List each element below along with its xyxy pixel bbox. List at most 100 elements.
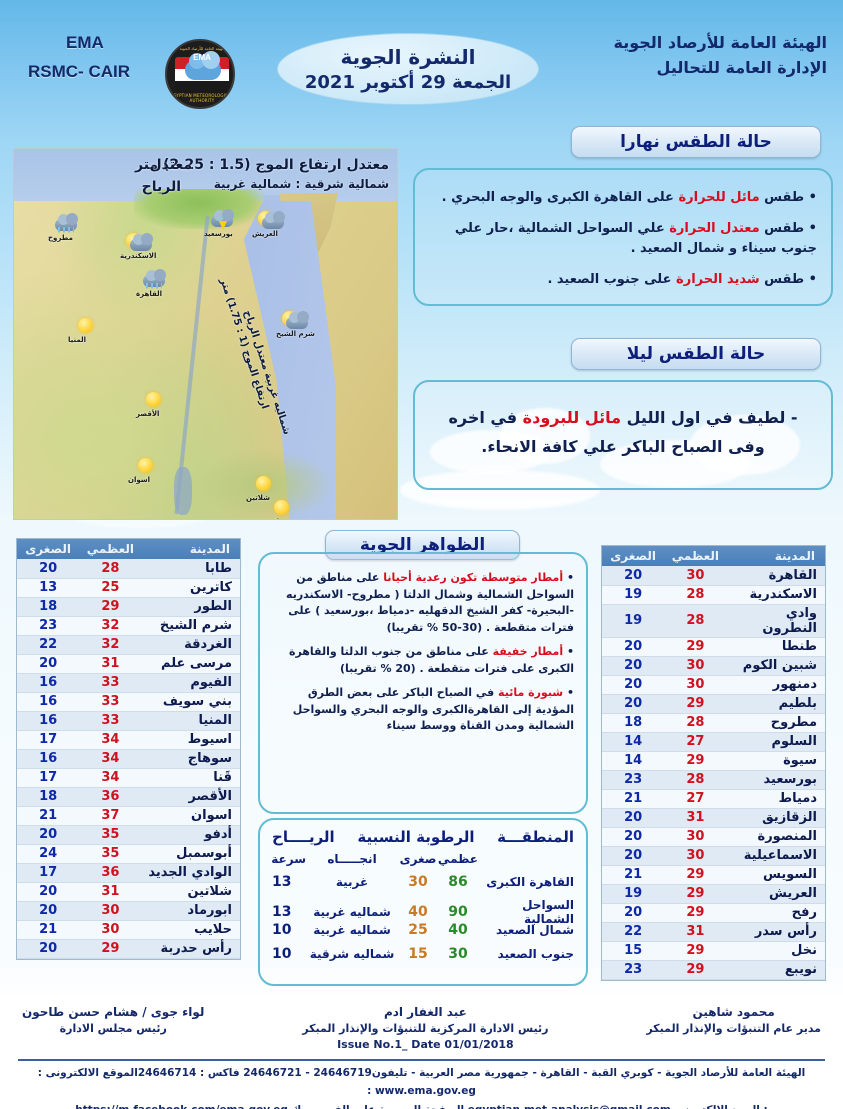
humidity-head-cell: الرطوبة النسبية [357, 828, 475, 846]
cell-city: وادي النطرون [726, 604, 825, 638]
cell-city: سوهاج [141, 749, 240, 769]
cell-city: كاترين [141, 578, 240, 598]
weather-icon-thunder [210, 209, 234, 230]
cell-max-temp: 30 [79, 920, 142, 940]
night-forecast-text: في اخره [448, 408, 523, 427]
org-line-1: الهيئة العامة للأرصاد الجوية [613, 33, 827, 52]
cell-min-temp: 20 [602, 566, 665, 586]
logo-ring-bottom-text: EGYPTIAN METEOROLOGICAL AUTHORITY [170, 93, 234, 103]
table-row: العريش 29 19 [602, 884, 825, 904]
humidity-cell-region: القاهرة الكبرى [486, 875, 574, 889]
cell-city: بلطيم [726, 694, 825, 714]
table-row: شبين الكوم 30 20 [602, 656, 825, 676]
cell-city: طنطا [726, 637, 825, 657]
cell-max-temp: 29 [664, 960, 727, 980]
signature-center: عبد الغفار ادم رئيس الادارة المركزية للت… [302, 1005, 548, 1059]
cell-max-temp: 30 [664, 566, 727, 586]
cell-city: القاهرة [726, 566, 825, 586]
table-row: السويس 29 21 [602, 865, 825, 885]
cell-max-temp: 30 [79, 901, 142, 921]
map-city-label: شرم الشيخ [276, 330, 315, 338]
column-header-max: العظمي [664, 546, 727, 566]
phenomenon-item: • أمطار متوسطة تكون رعدية أحيانا على منا… [272, 570, 574, 636]
nile-delta [134, 189, 264, 229]
weather-icon-sun [142, 391, 166, 409]
cell-min-temp: 23 [602, 770, 665, 790]
cell-max-temp: 28 [664, 585, 727, 605]
sun-icon [256, 476, 271, 491]
column-header-city: المدينة [141, 539, 240, 559]
lake-nasser [174, 467, 192, 515]
table-row: الفيوم 33 16 [17, 673, 240, 693]
cloud-icon [286, 311, 309, 329]
temperature-table-left: المدينة العظمي الصغرى طابا 28 20 كاترين 25 13… [16, 538, 241, 960]
cell-min-temp: 20 [602, 675, 665, 695]
cell-max-temp: 25 [79, 578, 142, 598]
humidity-cell-max: 86 [448, 874, 468, 890]
day-forecast-text: • طقس [759, 221, 817, 237]
cell-min-temp: 21 [602, 789, 665, 809]
humidity-wind-box: المنطقـــة الرطوبة النسبية الريــــاح عظمي… [258, 818, 588, 986]
cell-min-temp: 20 [602, 846, 665, 866]
day-forecast-text: على القاهرة الكبرى والوجه البحري . [441, 190, 679, 205]
table-row: دمنهور 30 20 [602, 675, 825, 695]
table-row: بورسعيد 28 23 [602, 770, 825, 790]
day-forecast-text: علي السواحل الشمالية ،حار علي جنوب سيناء… [454, 221, 817, 257]
cell-max-temp: 34 [79, 768, 142, 788]
table-row: دمياط 27 21 [602, 789, 825, 809]
contact-line-2: : البريد الالكترونى egyptian.met.analysi… [0, 1101, 843, 1109]
cell-max-temp: 31 [664, 808, 727, 828]
cell-max-temp: 29 [664, 884, 727, 904]
humidity-cell-min: 40 [408, 904, 428, 920]
wind-label: معتدل [149, 157, 192, 173]
weather-icon-sun-cloud [126, 233, 153, 251]
contact-line-1: الهيئة العامة للأرصاد الجوية - كوبري الق… [37, 1067, 806, 1098]
table-row: سوهاج 34 16 [17, 749, 240, 769]
wave-height-label: معتدل ارتفاع الموج (1.5 : 2.25) متر [135, 157, 389, 173]
cell-min-temp: 20 [602, 808, 665, 828]
cell-max-temp: 34 [79, 730, 142, 750]
cell-min-temp: 20 [17, 825, 80, 845]
table-row: الزقازيق 31 20 [602, 808, 825, 828]
cell-max-temp: 36 [79, 863, 142, 883]
table-row: الوادي الجديد 36 17 [17, 863, 240, 883]
day-weather-box: • طقس مائل للحرارة على القاهرة الكبرى وا… [413, 168, 833, 306]
column-header-city: المدينة [726, 546, 825, 566]
table-row: طابا 28 20 [17, 559, 240, 579]
cell-city: دمنهور [726, 675, 825, 695]
cell-city: الأقصر [141, 787, 240, 807]
cell-min-temp: 18 [17, 597, 80, 617]
map-city-label: شلاتين [246, 494, 270, 502]
table-row: اسيوط 34 17 [17, 730, 240, 750]
day-forecast-highlight: شديد الحرارة [676, 272, 760, 288]
cloud-decoration [500, 408, 590, 464]
cell-max-temp: 33 [79, 711, 142, 731]
cell-max-temp: 27 [664, 732, 727, 752]
humidity-cell-region: السواحل الشمالية [522, 898, 574, 926]
ema-logo: الهيئة العامة للأرصاد الجوية EMA EGYPTIA… [148, 22, 252, 126]
sun-icon [78, 318, 93, 333]
table-row: الاسماعيلية 30 20 [602, 846, 825, 866]
phenomena-list: • أمطار متوسطة تكون رعدية أحيانا على منا… [272, 570, 574, 743]
weather-icon-sun [74, 317, 98, 335]
table-row: السلوم 27 14 [602, 732, 825, 752]
cell-min-temp: 22 [17, 635, 80, 655]
humidity-cell-min: 15 [408, 946, 428, 962]
phenomenon-item: • أمطار خفيفة على مناطق من جنوب الدلتا و… [272, 644, 574, 677]
ema-acronym: EMA [66, 33, 104, 52]
night-forecast-highlight: مائل للبرودة [522, 408, 622, 427]
cell-city: السويس [726, 865, 825, 885]
wave-direction-label: شمالية شرقية : شمالية غربية [213, 177, 389, 191]
day-forecast-item: • طقس معتدل الحرارة علي السواحل الشمالية… [429, 219, 817, 259]
cell-city: دمياط [726, 789, 825, 809]
humidity-wind-row: السواحل الشمالية 90 40 شماليه غربية 13 [272, 898, 574, 926]
cell-min-temp: 21 [17, 806, 80, 826]
humidity-cell-speed: 10 [272, 946, 292, 962]
cloud-icon [130, 233, 153, 251]
table-row: أبوسمبل 35 24 [17, 844, 240, 864]
table-row: الأقصر 36 18 [17, 787, 240, 807]
cell-city: ابورماد [141, 901, 240, 921]
table-row: حلايب 30 21 [17, 920, 240, 940]
org-line-2: الإدارة العامة للتحاليل [656, 57, 827, 77]
cell-city: سيوة [726, 751, 825, 771]
